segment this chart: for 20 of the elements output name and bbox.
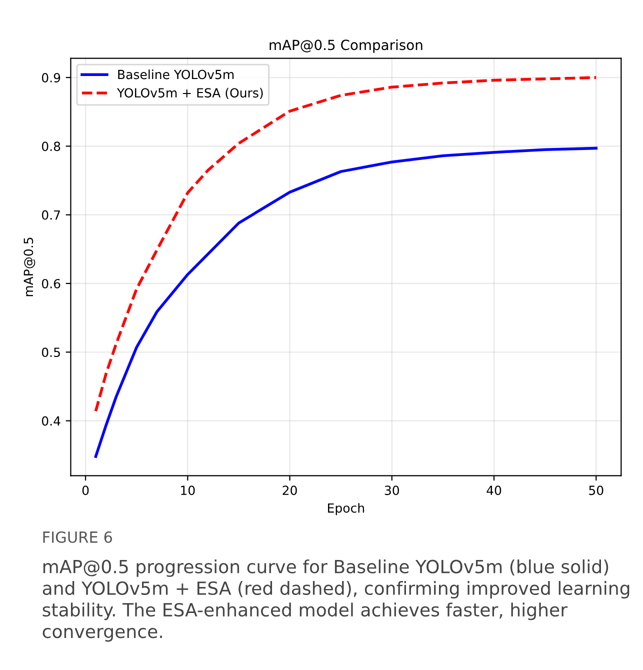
legend-label: YOLOv5m + ESA (Ours) — [116, 88, 263, 100]
x-tick-label: 40 — [486, 486, 502, 496]
x-tick-label: 20 — [282, 486, 297, 496]
x-axis-title: Epoch — [328, 503, 364, 516]
x-tick-label: 30 — [384, 486, 400, 496]
y-tick-label: 0.9 — [42, 72, 60, 82]
y-tick-label: 0.8 — [42, 142, 60, 152]
chart-title: mAP@0.5 Comparison — [270, 39, 422, 53]
y-tick-label: 0.6 — [42, 278, 60, 288]
y-tick-label: 0.5 — [42, 348, 60, 358]
text: mAP@0.5 progression curve for Baseline YOLOv5m (blue solid) and YOLOv5m + ESA (red dashed), confirming improved learning stability. The ESA-enhanced model achieves faster, higher convergence. — [42, 559, 630, 642]
x-tick-label: 50 — [589, 486, 604, 496]
x-tick-label: 10 — [181, 486, 195, 496]
legend-label: Baseline YOLOv5m — [118, 70, 234, 80]
caption: FIGURE 6 — [43, 531, 112, 543]
y-tick-label: 0.7 — [42, 210, 60, 220]
line-series — [94, 146, 598, 458]
y-axis-title: mAP@0.5 — [24, 238, 36, 296]
y-tick-label: 0.4 — [42, 416, 60, 426]
x-tick-label: 0 — [82, 486, 89, 496]
